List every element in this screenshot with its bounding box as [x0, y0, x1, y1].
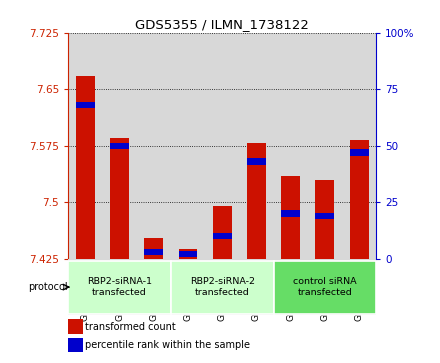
Bar [239, 33, 274, 259]
Title: GDS5355 / ILMN_1738122: GDS5355 / ILMN_1738122 [135, 19, 309, 32]
Bar [68, 261, 171, 314]
Bar [281, 211, 300, 217]
Bar [281, 176, 300, 259]
Bar [315, 213, 334, 219]
Bar [179, 249, 198, 259]
Bar [171, 261, 274, 314]
Bar [274, 33, 308, 259]
Bar [144, 238, 163, 259]
Bar [171, 33, 205, 259]
Bar [144, 249, 163, 255]
Text: percentile rank within the sample: percentile rank within the sample [85, 340, 250, 350]
Bar [247, 158, 266, 165]
Bar [350, 149, 369, 156]
Bar [308, 33, 342, 259]
Bar [274, 261, 376, 314]
Bar [179, 251, 198, 257]
Text: transformed count: transformed count [85, 322, 176, 332]
Bar [68, 33, 103, 259]
Bar [213, 233, 231, 239]
Bar [110, 138, 129, 259]
Bar [315, 180, 334, 259]
Bar [342, 33, 376, 259]
Text: protocol: protocol [28, 282, 67, 292]
Bar [205, 33, 239, 259]
Bar [350, 140, 369, 259]
Text: control siRNA
transfected: control siRNA transfected [293, 277, 357, 297]
Bar [76, 76, 95, 259]
Text: RBP2-siRNA-2
transfected: RBP2-siRNA-2 transfected [190, 277, 255, 297]
Bar [103, 33, 137, 259]
Text: RBP2-siRNA-1
transfected: RBP2-siRNA-1 transfected [87, 277, 152, 297]
Bar [76, 102, 95, 108]
Bar [137, 33, 171, 259]
Bar [68, 338, 83, 352]
Bar [68, 319, 83, 334]
Bar [247, 143, 266, 259]
Bar [110, 143, 129, 149]
Bar [213, 206, 231, 259]
